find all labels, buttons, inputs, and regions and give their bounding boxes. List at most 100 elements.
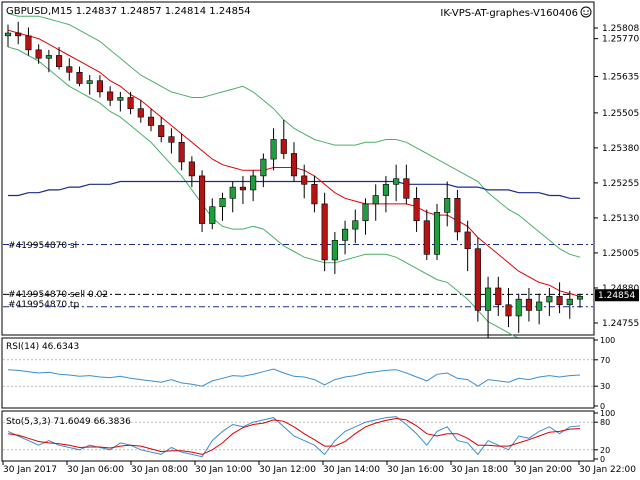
candle-body	[188, 161, 195, 177]
time-tick-label: 30 Jan 20:00	[515, 465, 572, 475]
price-tick-label: 1.25808	[602, 24, 639, 34]
order-lines	[3, 244, 593, 308]
rsi-panel[interactable]	[1, 337, 595, 409]
level-label: 70	[600, 356, 610, 365]
candle-body	[35, 49, 42, 59]
candle-body	[495, 287, 502, 306]
current-price-box	[595, 289, 639, 302]
candle-body	[362, 203, 369, 222]
order-sell-label: #419954870 sell 0.02	[8, 290, 108, 300]
stoch-label: Sto(5,3,3) 71.6049 66.3836	[6, 417, 131, 427]
candle-body	[576, 296, 584, 300]
candle-body	[250, 175, 257, 191]
candle-body	[525, 298, 532, 311]
time-tick-label: 30 Jan 16:00	[387, 465, 444, 475]
candle-body	[66, 66, 73, 73]
candle-body	[321, 203, 328, 261]
candle-body	[342, 228, 349, 241]
candle-body	[270, 139, 277, 160]
level-label: 20	[600, 446, 610, 455]
candle-body	[229, 186, 236, 199]
candle-body	[403, 178, 410, 199]
candle-body	[178, 141, 185, 163]
level-label: 100	[600, 409, 615, 418]
candle-body	[107, 91, 114, 101]
candle-body	[4, 32, 12, 37]
stoch-signal-line	[7, 417, 581, 455]
time-tick-label: 30 Jan 22:00	[579, 465, 636, 475]
time-tick-label: 30 Jan 2017	[3, 465, 57, 475]
time-axis: 30 Jan 2017 30 Jan 06:00 30 Jan 08:00 30 Ja…	[2, 461, 636, 475]
candle-body	[301, 175, 308, 185]
price-tick-label: 1.25635	[602, 72, 639, 82]
candle-body	[546, 296, 553, 303]
candle-body	[505, 304, 512, 317]
time-tick-label: 30 Jan 08:00	[131, 465, 188, 475]
candle-body	[464, 231, 471, 250]
candle-body	[536, 301, 543, 311]
candle-body	[423, 220, 430, 255]
candle-body	[219, 198, 226, 208]
rsi-label: RSI(14) 46.6343	[6, 342, 79, 352]
price-tick-label: 1.25380	[602, 144, 639, 154]
candle-body	[372, 195, 379, 205]
time-tick-label: 30 Jan 10:00	[195, 465, 252, 475]
level-label: 0	[600, 402, 605, 411]
indicator-name: IK-VPS-AT-graphes-V160406	[440, 8, 578, 19]
candle-body	[158, 125, 165, 137]
time-tick-label: 30 Jan 06:00	[67, 465, 124, 475]
price-tick-label: 1.25130	[602, 214, 639, 224]
candle-body	[117, 97, 124, 101]
candle-body	[515, 298, 522, 317]
time-tick-label: 30 Jan 12:00	[259, 465, 316, 475]
candle-body	[393, 178, 400, 185]
current-price-label: 1.24854	[598, 291, 635, 301]
candle-body	[290, 153, 298, 177]
level-label: 0	[600, 455, 605, 464]
rsi-line	[7, 368, 581, 387]
candle-body	[444, 198, 451, 213]
candle-body	[239, 186, 246, 191]
candle-body	[209, 206, 216, 224]
price-tick-label: 1.25255	[602, 179, 639, 189]
order-sl-label: #419954870 sl	[8, 241, 77, 251]
candle-body	[280, 139, 287, 154]
candle-body	[168, 136, 175, 143]
candle-body	[86, 80, 93, 84]
smiley-face-icon	[580, 6, 592, 18]
candle-body	[382, 184, 389, 196]
candle-body	[45, 55, 52, 59]
stoch-panel[interactable]	[1, 410, 595, 462]
candle-body	[413, 198, 420, 222]
candle-body	[199, 175, 206, 224]
order-tp-label: #419954870 tp	[8, 300, 79, 310]
candle-body	[331, 240, 338, 261]
price-tick-label: 1.25770	[602, 35, 639, 45]
candles	[4, 21, 584, 339]
rsi-indicator: 100 70 30 0	[3, 336, 615, 411]
time-tick-label: 30 Jan 14:00	[323, 465, 380, 475]
candle-body	[147, 116, 155, 126]
candle-body	[76, 71, 83, 84]
candle-body	[260, 158, 267, 177]
candle-body	[485, 287, 492, 311]
candle-body	[352, 220, 359, 230]
candle-body	[25, 35, 32, 51]
candle-body	[566, 298, 573, 306]
candle-body	[96, 80, 103, 93]
price-tick-label: 1.24880	[602, 284, 639, 294]
candle-body	[474, 248, 481, 311]
candle-body	[556, 296, 563, 306]
level-label: 30	[600, 382, 610, 391]
candle-body	[454, 198, 461, 233]
price-tick-label: 1.25505	[602, 109, 639, 119]
symbol-info: GBPUSD,M15 1.24837 1.24857 1.24814 1.248…	[6, 6, 251, 17]
candle-body	[311, 184, 318, 205]
level-label: 100	[600, 336, 615, 345]
level-label: 80	[600, 418, 610, 427]
price-tick-label: 1.24755	[602, 319, 639, 329]
candle-body	[137, 108, 144, 118]
